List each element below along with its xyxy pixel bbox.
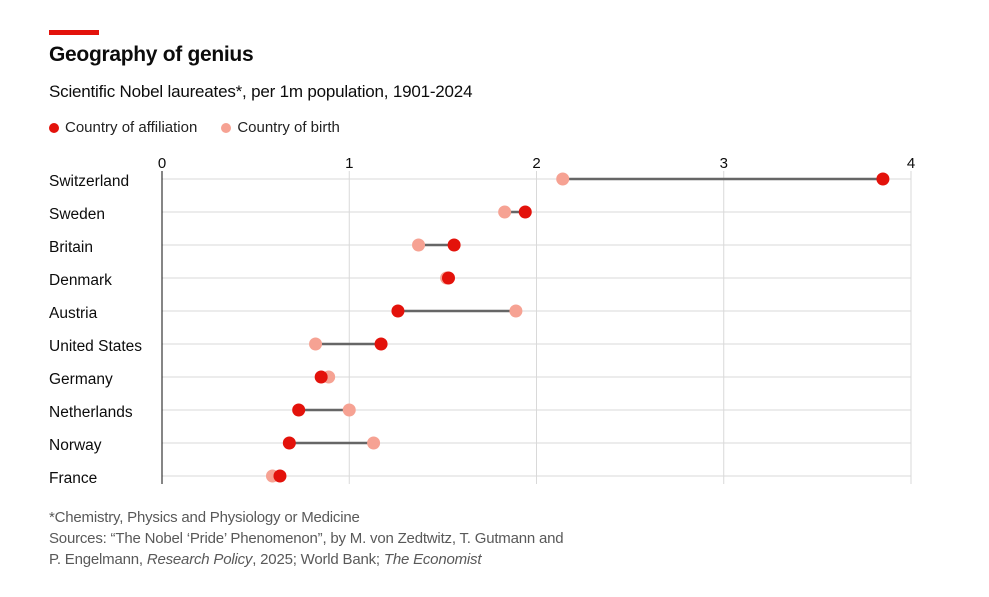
- point-birth: [498, 205, 512, 219]
- point-birth: [509, 304, 523, 318]
- y-category-label: Switzerland: [49, 173, 129, 190]
- point-affiliation: [292, 403, 306, 417]
- point-birth: [367, 436, 381, 450]
- source-journal: Research Policy: [146, 551, 253, 568]
- point-birth: [309, 337, 323, 351]
- legend-label-affiliation: Country of affiliation: [65, 119, 198, 136]
- point-affiliation: [374, 337, 388, 351]
- point-affiliation: [441, 271, 455, 285]
- y-category-label: Britain: [49, 239, 93, 256]
- x-tick-label: 4: [907, 155, 915, 172]
- y-category-label: United States: [49, 338, 142, 355]
- brand-red-bar: [49, 30, 99, 35]
- point-affiliation: [282, 436, 296, 450]
- legend-item-affiliation: Country of affiliation: [49, 119, 197, 136]
- connectors: [272, 177, 883, 478]
- source-economist: The Economist: [383, 551, 482, 568]
- y-category-label: Sweden: [49, 206, 105, 223]
- point-birth: [556, 172, 570, 186]
- legend-item-birth: Country of birth: [221, 119, 340, 136]
- source-rest: , 2025; World Bank;: [252, 551, 384, 568]
- point-affiliation: [447, 238, 461, 252]
- chart-title: Geography of genius: [49, 43, 254, 66]
- y-category-label: Germany: [49, 371, 113, 388]
- gridlines: [162, 171, 912, 484]
- y-category-label: Austria: [49, 305, 98, 322]
- x-tick-label: 0: [158, 155, 166, 172]
- point-affiliation: [314, 370, 328, 384]
- source-authors: P. Engelmann,: [49, 551, 147, 568]
- data-points: [265, 172, 890, 483]
- y-category-label: Norway: [49, 437, 102, 454]
- source-line-1: Sources: “The Nobel ‘Pride’ Phenomenon”,…: [49, 530, 564, 547]
- x-tick-label: 2: [532, 155, 540, 172]
- chart-subtitle: Scientific Nobel laureates*, per 1m popu…: [49, 82, 473, 101]
- legend: Country of affiliation Country of birth: [49, 119, 364, 136]
- point-affiliation: [518, 205, 532, 219]
- point-affiliation: [273, 469, 287, 483]
- point-birth: [342, 403, 356, 417]
- x-tick-labels: 0 1 2 3 4: [158, 155, 915, 172]
- legend-dot-birth: [221, 122, 232, 133]
- source-line-2: P. Engelmann, Research Policy, 2025; Wor…: [49, 549, 563, 570]
- point-affiliation: [391, 304, 405, 318]
- point-birth: [412, 238, 426, 252]
- footer: *Chemistry, Physics and Physiology or Me…: [49, 507, 564, 570]
- y-category-label: Denmark: [49, 272, 112, 289]
- y-category-label: France: [49, 470, 97, 487]
- y-category-label: Netherlands: [49, 404, 133, 421]
- point-affiliation: [876, 172, 890, 186]
- y-category-labels: Switzerland Sweden Britain Denmark Austria Un…: [49, 173, 142, 487]
- x-tick-label: 3: [720, 155, 728, 172]
- legend-label-birth: Country of birth: [237, 119, 340, 136]
- legend-dot-affiliation: [49, 122, 59, 133]
- footnote: *Chemistry, Physics and Physiology or Me…: [49, 509, 360, 526]
- x-tick-label: 1: [345, 155, 353, 172]
